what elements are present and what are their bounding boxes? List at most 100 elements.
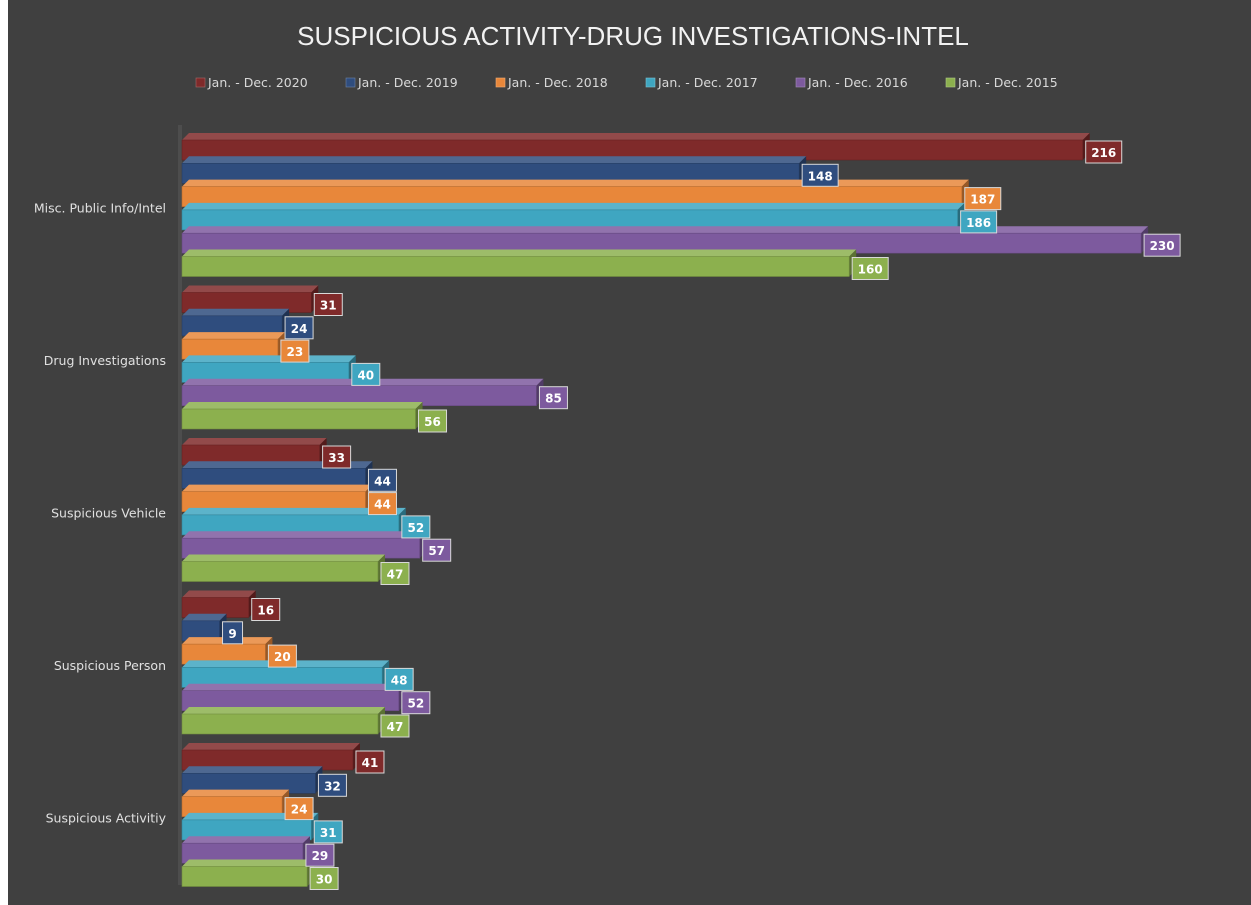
bar-top-face [182,766,323,774]
bar [181,156,807,184]
legend-swatch-5 [945,77,956,88]
bar [181,859,315,887]
data-label: 52 [401,515,431,539]
bar [181,332,285,360]
bar [181,285,319,313]
category-label-3: Suspicious Person [54,658,166,673]
data-label: 20 [267,644,297,668]
bar-front-face [181,713,379,735]
data-label-box [960,210,998,234]
bar [181,743,360,771]
bar-top-face [182,812,319,820]
data-label-text: 31 [320,299,337,313]
data-label: 44 [367,468,397,492]
bar-top-face [182,707,385,714]
data-label: 41 [355,750,385,774]
data-label-text: 57 [428,544,445,558]
bar-front-face [181,256,850,277]
bar-top-face [182,202,965,210]
bar [181,766,323,794]
bar-top-face [182,355,356,363]
data-label-text: 41 [362,756,379,770]
bar [181,179,969,207]
data-label-box [317,773,347,797]
data-label-box [313,820,343,844]
data-label-box [351,362,381,386]
data-label: 30 [309,867,339,890]
data-label: 47 [380,562,410,585]
bar-top-face [182,179,969,187]
bar [181,613,227,642]
data-label: 33 [322,445,352,469]
data-label-box [401,691,431,715]
data-label-text: 40 [357,368,374,382]
data-label: 23 [280,339,310,363]
bar-top-face [182,590,256,598]
bar [181,202,965,231]
bar-top-face [182,484,373,492]
legend-swatch-4 [795,77,806,88]
bar-top-face [182,438,327,445]
data-label-text: 148 [808,169,833,183]
bar-top-face [182,332,285,340]
data-label-box [355,750,385,774]
data-label-text: 56 [424,415,441,429]
data-label-box [284,316,314,340]
data-label: 230 [1143,233,1181,257]
data-label: 40 [351,362,381,386]
data-label-box [380,562,410,585]
data-label: 57 [422,538,452,562]
bar [181,554,385,582]
bar [181,308,290,337]
data-label-box [251,598,281,621]
bar [181,438,327,466]
bar-top-face [182,836,310,844]
category-label-2: Suspicious Vehicle [51,505,166,520]
data-label-box [380,714,410,738]
category-label-4: Suspicious Activitiy [46,810,167,825]
bar-top-face [182,507,406,515]
data-label-text: 230 [1150,239,1175,253]
bar [181,836,310,864]
data-label-text: 24 [291,803,308,817]
data-label-text: 52 [407,521,424,535]
data-label: 9 [222,621,244,645]
data-label-box [1085,140,1123,164]
bar-top-face [182,249,857,257]
bar [181,812,319,841]
data-label-box [418,409,448,433]
data-label-text: 186 [966,216,991,230]
bar-top-face [182,402,423,409]
legend-swatch-2 [495,77,506,88]
data-label-text: 52 [407,697,424,711]
data-label-box [280,339,310,363]
bar-top-face [182,156,807,164]
bar-top-face [182,285,319,293]
bar [181,133,1090,161]
bar [181,637,273,665]
bar-top-face [182,531,427,539]
data-label-text: 31 [320,826,337,840]
data-label: 186 [960,210,998,234]
legend: Jan. - Dec. 2020 Jan. - Dec. 2019 Jan. - D… [195,75,1058,90]
bar-top-face [182,613,227,621]
chart: SUSPICIOUS ACTIVITY-DRUG INVESTIGATIONS-… [8,0,1251,905]
bar-top-face [182,554,385,562]
legend-label-3: Jan. - Dec. 2017 [657,75,758,90]
data-label-box [267,644,297,668]
data-label-box [401,515,431,539]
chart-svg: SUSPICIOUS ACTIVITY-DRUG INVESTIGATIONS-… [34,21,1181,890]
data-label-box [384,667,414,691]
data-label-text: 44 [374,498,391,512]
bar-top-face [182,789,290,797]
data-label-box [305,843,335,867]
legend-swatch-0 [195,77,206,88]
data-label-box [1143,233,1181,257]
data-label-text: 23 [287,345,304,359]
data-label-text: 32 [324,779,341,793]
legend-label-0: Jan. - Dec. 2020 [207,75,308,90]
data-label-text: 29 [312,849,329,863]
category-labels: Misc. Public Info/Intel Drug Investigatio… [34,200,167,825]
bar [181,484,373,512]
data-label: 47 [380,714,410,738]
